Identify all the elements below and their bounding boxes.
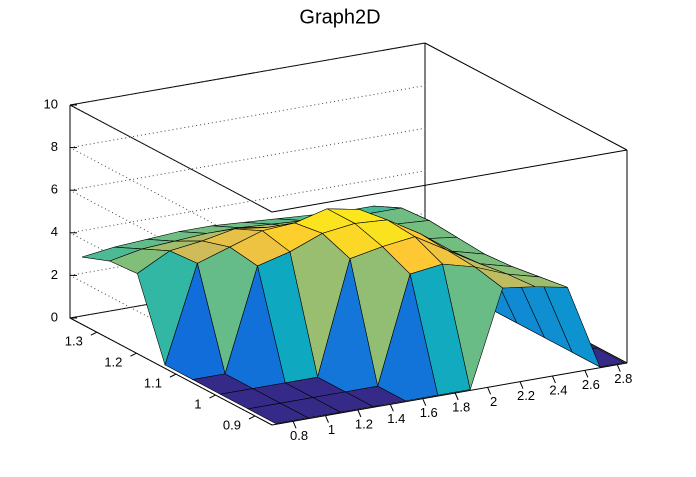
y-tick (130, 352, 137, 357)
x-tick (325, 415, 329, 423)
x-axis (271, 362, 628, 426)
y-tick (248, 415, 256, 420)
y-tick-label: 1.2 (104, 355, 122, 370)
grid-line (69, 127, 426, 191)
x-tick-label: 2.6 (582, 377, 600, 392)
z-tick-label: 4 (51, 224, 58, 239)
x-tick (551, 375, 556, 384)
y-tick-label: 1.1 (144, 376, 162, 391)
x-tick (357, 409, 362, 418)
x-tick-label: 2.8 (614, 371, 632, 386)
x-tick (292, 421, 297, 429)
x-tick (487, 387, 492, 395)
x-tick (519, 381, 524, 389)
box-edge (69, 104, 273, 213)
x-tick-label: 2.4 (549, 382, 567, 397)
z-tick-label: 2 (51, 267, 58, 282)
x-tick-label: 1 (328, 422, 335, 437)
y-tick-label: 1 (194, 396, 201, 411)
y-tick (90, 331, 98, 336)
x-tick-label: 2.2 (517, 388, 535, 403)
y-tick (209, 394, 216, 399)
z-tick-label: 6 (51, 182, 58, 197)
x-tick (389, 404, 394, 412)
box-edge (424, 42, 628, 151)
x-tick (454, 392, 459, 401)
x-tick-label: 1.6 (420, 405, 438, 420)
y-tick-label: 1.3 (65, 334, 83, 349)
box-edge (271, 149, 628, 213)
x-tick-label: 2 (490, 394, 497, 409)
x-tick-label: 1.8 (452, 399, 470, 414)
chart-title: Graph2D (299, 6, 380, 28)
x-tick (616, 364, 621, 372)
x-tick-label: 0.8 (290, 428, 308, 443)
grid-line (69, 42, 426, 106)
y-tick-label: 0.9 (223, 417, 241, 432)
z-tick-label: 8 (51, 139, 58, 154)
x-tick (584, 370, 589, 378)
y-tick (169, 373, 177, 378)
y-axis (69, 317, 273, 426)
x-tick (422, 398, 427, 406)
grid-line (69, 85, 426, 149)
x-tick-label: 1.4 (387, 411, 405, 426)
z-tick-label: 0 (51, 309, 58, 324)
surface-cell (247, 402, 310, 424)
grid-line (69, 170, 426, 234)
x-tick-label: 1.2 (355, 416, 373, 431)
z-tick-label: 10 (44, 96, 58, 111)
